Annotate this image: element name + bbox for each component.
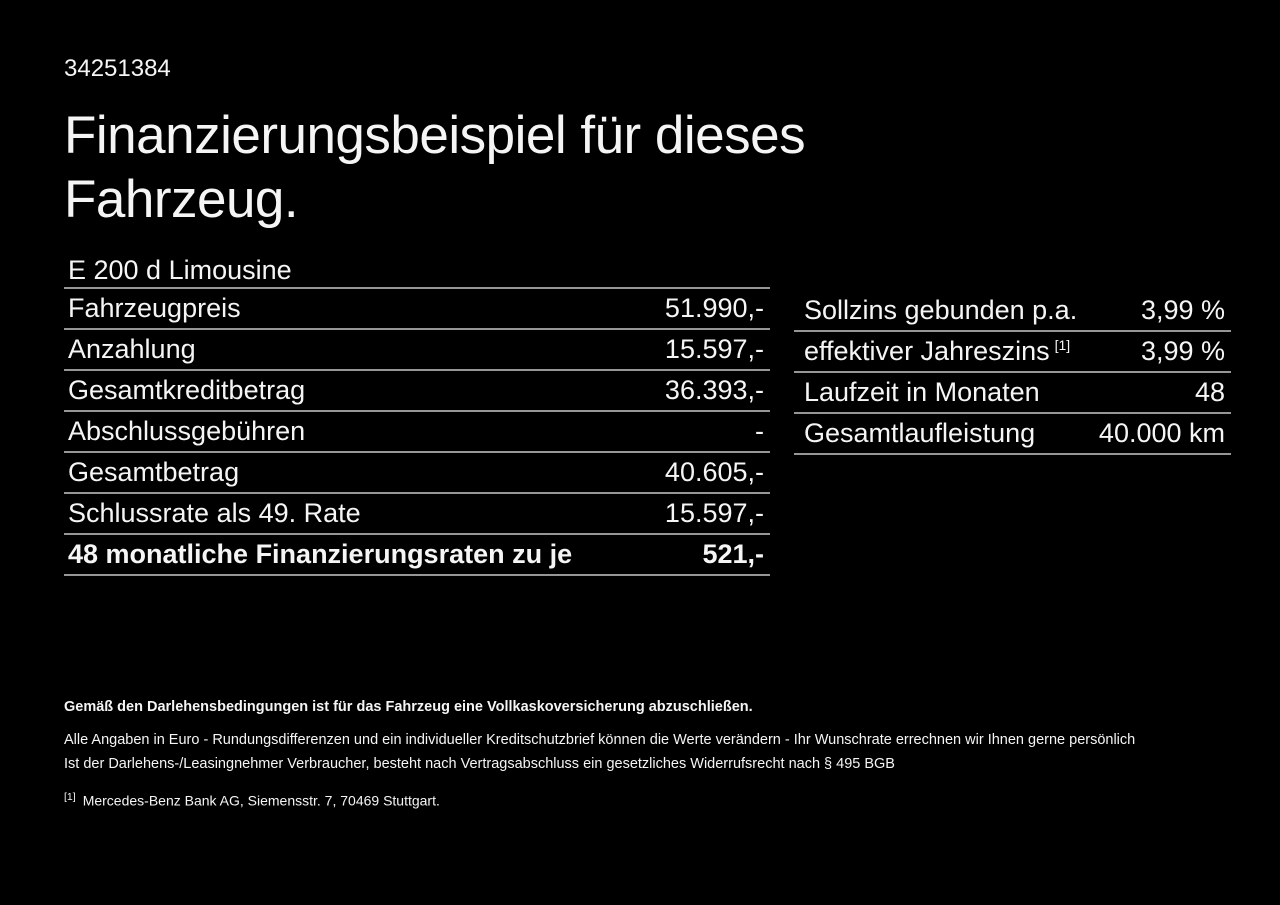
vehicle-model-label: E 200 d Limousine — [68, 255, 292, 285]
page-title: Finanzierungsbeispiel für dieses Fahrzeu… — [64, 106, 806, 229]
row-label: Gesamtkreditbetrag — [68, 375, 306, 405]
row-value: 15.597,- — [664, 498, 764, 528]
row-value: 15.597,- — [664, 334, 764, 364]
table-row: Fahrzeugpreis 51.990,- — [64, 289, 770, 330]
footnote-ref: [1] — [1054, 337, 1071, 353]
vehicle-id: 34251384 — [64, 55, 171, 82]
row-label: Fahrzeugpreis — [68, 293, 241, 323]
row-label: Laufzeit in Monaten — [804, 377, 1040, 407]
row-value: 40.605,- — [664, 457, 764, 487]
table-row: Gesamtkreditbetrag 36.393,- — [64, 371, 770, 412]
vehicle-model-row: E 200 d Limousine — [64, 254, 770, 289]
finance-table: E 200 d Limousine Fahrzeugpreis 51.990,-… — [64, 254, 770, 576]
disclaimer-footer: Gemäß den Darlehensbedingungen ist für d… — [64, 697, 1231, 810]
row-label-text: effektiver Jahreszins — [804, 336, 1050, 366]
row-label: Anzahlung — [68, 334, 196, 364]
table-row: Laufzeit in Monaten 48 — [794, 373, 1231, 414]
conditions-table: Sollzins gebunden p.a. 3,99 % effektiver… — [794, 254, 1231, 576]
table-row: Schlussrate als 49. Rate 15.597,- — [64, 494, 770, 535]
table-row: Sollzins gebunden p.a. 3,99 % — [794, 291, 1231, 332]
row-value: 40.000 km — [1098, 418, 1225, 448]
row-value: 3,99 % — [1140, 336, 1225, 366]
footnote: [1] Mercedes-Benz Bank AG, Siemensstr. 7,… — [64, 788, 1231, 810]
tables-area: E 200 d Limousine Fahrzeugpreis 51.990,-… — [64, 254, 1231, 576]
table-row: Anzahlung 15.597,- — [64, 330, 770, 371]
row-value: 3,99 % — [1140, 295, 1225, 325]
row-label: Abschlussgebühren — [68, 416, 306, 446]
row-value: 36.393,- — [664, 375, 764, 405]
table-row: Gesamtbetrag 40.605,- — [64, 453, 770, 494]
table-row-monthly-rate: 48 monatliche Finanzierungsraten zu je 5… — [64, 535, 770, 576]
row-label: effektiver Jahreszins [1] — [804, 336, 1070, 367]
financing-example-page: 34251384 Finanzierungsbeispiel für diese… — [0, 54, 1280, 810]
table-row: effektiver Jahreszins [1] 3,99 % — [794, 332, 1231, 373]
row-value: - — [755, 416, 764, 446]
disclaimer-line: Alle Angaben in Euro - Rundungsdifferenz… — [64, 732, 1136, 748]
insurance-note: Gemäß den Darlehensbedingungen ist für d… — [64, 699, 753, 715]
table-row: Gesamtlaufleistung 40.000 km — [794, 414, 1231, 455]
row-label: Gesamtbetrag — [68, 457, 240, 487]
row-label: Sollzins gebunden p.a. — [804, 295, 1078, 325]
row-value: 521,- — [702, 539, 764, 569]
table-row: Abschlussgebühren - — [64, 412, 770, 453]
footnote-text: Mercedes-Benz Bank AG, Siemensstr. 7, 70… — [82, 792, 440, 809]
row-label: 48 monatliche Finanzierungsraten zu je — [68, 539, 573, 569]
footnote-marker: [1] — [64, 791, 76, 803]
row-label: Schlussrate als 49. Rate — [68, 498, 361, 528]
disclaimer-lines: Alle Angaben in Euro - Rundungsdifferenz… — [64, 728, 1231, 776]
row-label: Gesamtlaufleistung — [804, 418, 1036, 448]
row-value: 48 — [1194, 377, 1225, 407]
disclaimer-line: Ist der Darlehens-/Leasingnehmer Verbrau… — [64, 756, 895, 772]
row-value: 51.990,- — [664, 293, 764, 323]
